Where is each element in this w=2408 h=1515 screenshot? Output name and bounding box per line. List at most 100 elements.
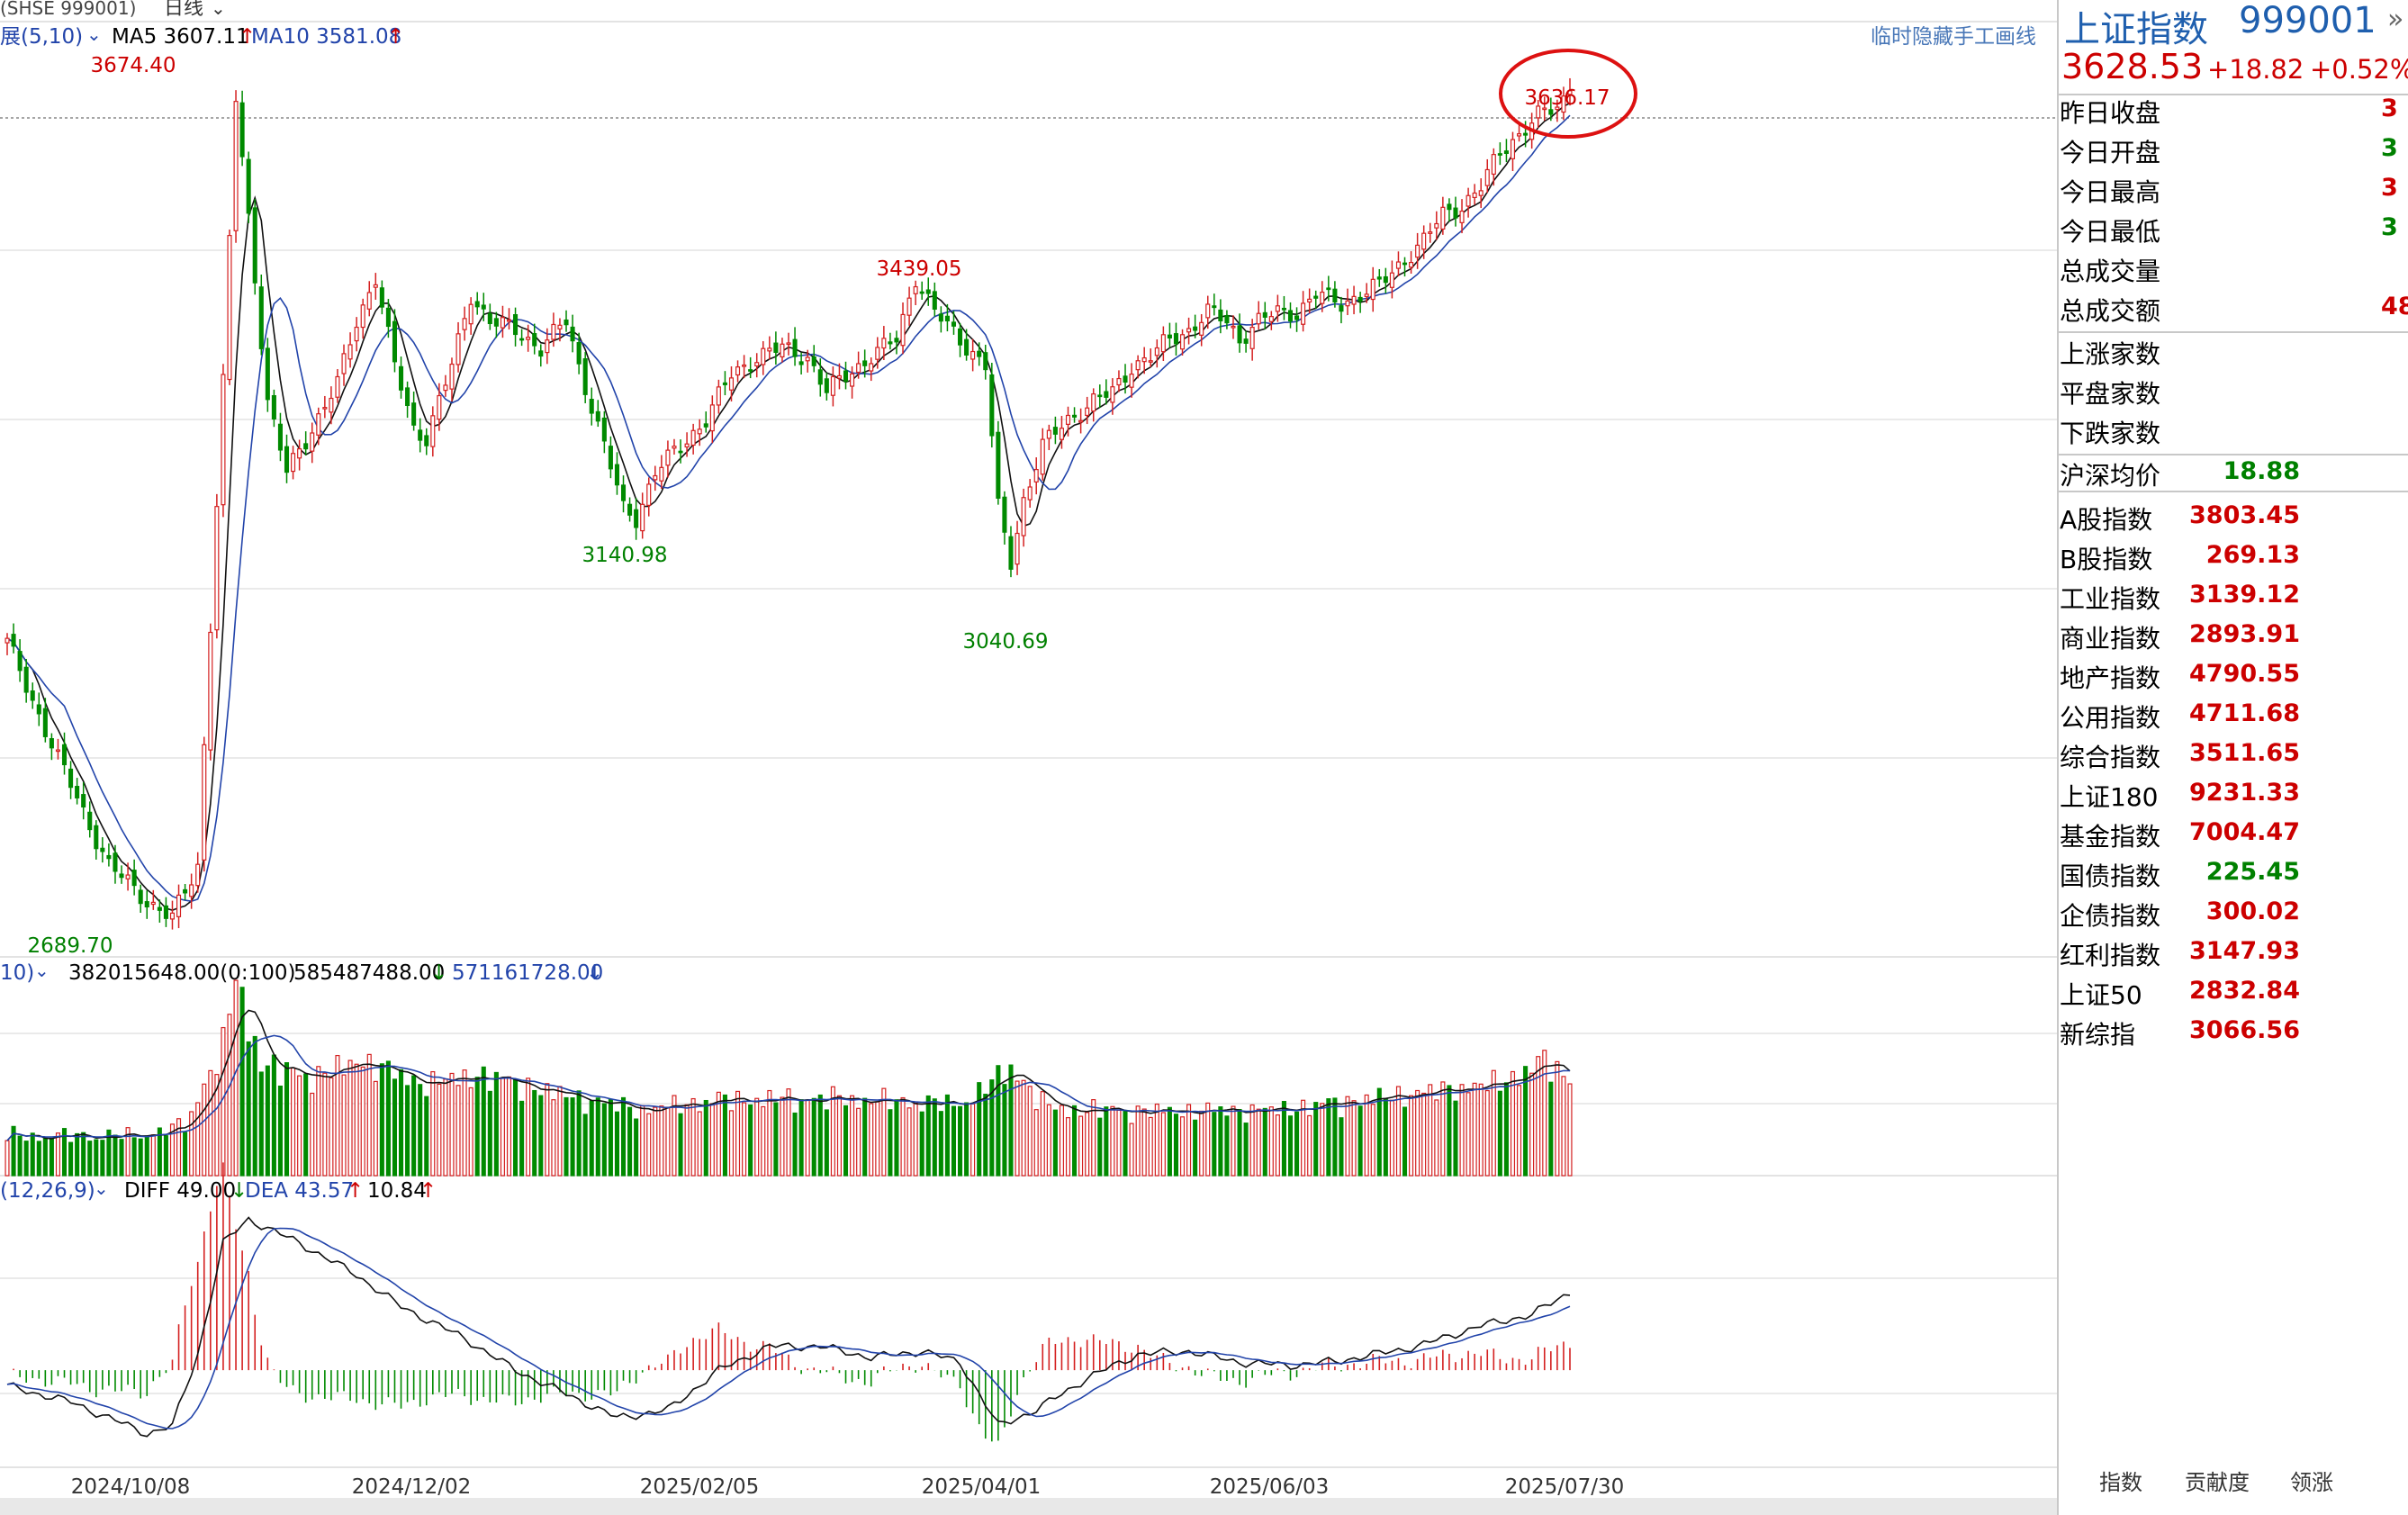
candle-body — [1440, 206, 1446, 230]
volume-bar — [347, 1060, 353, 1177]
volume-bar — [1351, 1100, 1357, 1177]
index-code: 999001 — [2239, 0, 2376, 41]
volume-bar — [792, 1112, 798, 1177]
volume-bar — [1212, 1112, 1217, 1177]
volume-bar — [354, 1063, 359, 1177]
arrow-up-icon: ↑ — [239, 25, 256, 49]
candle-body — [646, 483, 652, 506]
candle-body — [856, 363, 861, 374]
volume-bar — [169, 1123, 176, 1177]
volume-bar — [176, 1118, 182, 1177]
index-row-label: 企债指数 — [2060, 901, 2161, 931]
candle-body — [1072, 414, 1078, 418]
macd-diff-line — [6, 1216, 1571, 1438]
index-row-value: 3147.93 — [2189, 937, 2300, 965]
candle-body — [824, 378, 829, 393]
candle-body — [1046, 429, 1051, 439]
main-indicator-label[interactable]: 展(5,10) — [0, 25, 83, 49]
volume-bar — [1085, 1112, 1090, 1177]
candle-body — [678, 450, 683, 454]
candle-body — [850, 373, 855, 387]
index-row-label: 基金指数 — [2060, 822, 2161, 852]
volume-bar — [735, 1090, 741, 1177]
volume-bar — [532, 1089, 537, 1177]
divider — [2057, 454, 2408, 455]
hide-drawings-link[interactable]: 临时隐藏手工画线 — [1871, 25, 2036, 49]
volume-bar — [94, 1139, 99, 1177]
volume-indicator-label[interactable]: 10) — [0, 961, 34, 985]
candle-body — [944, 315, 950, 321]
tab-index[interactable]: 指数 — [2099, 1470, 2142, 1495]
chevron-down-icon[interactable]: ⌄ — [211, 0, 226, 19]
index-row-value: 2893.91 — [2189, 620, 2300, 648]
volume-bar — [513, 1078, 519, 1177]
volume-bar — [773, 1102, 779, 1177]
candle-body — [634, 509, 639, 528]
candle-body — [277, 423, 283, 451]
chevron-down-icon[interactable]: ⌄ — [86, 23, 102, 45]
volume-bar — [595, 1097, 600, 1177]
candle-body — [1376, 276, 1382, 280]
candle-body — [894, 338, 899, 343]
volume-bar — [728, 1110, 735, 1177]
candle-body — [805, 356, 810, 362]
tab-contribution[interactable]: 贡献度 — [2185, 1470, 2250, 1495]
volume-bar — [1091, 1099, 1096, 1177]
volume-bar — [1167, 1106, 1172, 1177]
index-row-label: 国债指数 — [2060, 861, 2161, 891]
candle-body — [1497, 153, 1502, 156]
volume-bar — [411, 1075, 417, 1177]
avg-price-value: 18.88 — [2223, 457, 2300, 485]
candle-body — [329, 397, 334, 413]
candle-body — [1078, 419, 1084, 423]
candle-body — [1262, 311, 1267, 318]
candle-body — [379, 287, 384, 308]
macd-indicator-label[interactable]: (12,26,9) — [0, 1179, 95, 1203]
collapse-icon[interactable]: » — [2387, 4, 2404, 35]
volume-bar — [944, 1094, 950, 1177]
volume-bar — [900, 1096, 906, 1177]
period-select[interactable]: 日线 — [164, 0, 203, 20]
volume-bar — [653, 1106, 658, 1177]
candle-body — [1281, 307, 1286, 311]
candle-body — [1447, 203, 1452, 211]
volume-bar — [1364, 1094, 1369, 1177]
candle-body — [627, 503, 633, 516]
volume-bar — [1376, 1087, 1382, 1177]
volume-bar — [1389, 1099, 1394, 1177]
candle-body — [1015, 532, 1020, 565]
volume-bar — [138, 1138, 143, 1177]
ma10-line — [6, 114, 1571, 903]
candle-body — [1027, 486, 1033, 500]
index-row-label: A股指数 — [2060, 505, 2153, 535]
volume-bar — [1503, 1082, 1509, 1177]
candle-body — [1301, 302, 1306, 325]
candle-body — [513, 314, 519, 336]
candle-body — [748, 369, 753, 372]
candle-body — [786, 342, 791, 346]
volume-bar — [634, 1118, 639, 1177]
volume-bar — [824, 1109, 829, 1177]
volume-bar — [100, 1140, 105, 1177]
volume-bar — [481, 1066, 486, 1177]
volume-bar — [493, 1071, 499, 1177]
volume-bar — [1447, 1085, 1452, 1177]
candle-body — [925, 289, 931, 294]
volume-bar — [106, 1129, 112, 1177]
index-row-value: 3139.12 — [2189, 581, 2300, 609]
tab-top-gainers[interactable]: 领涨 — [2290, 1470, 2333, 1495]
candle-body — [291, 453, 296, 473]
volume-bar — [500, 1078, 505, 1177]
candle-body — [1148, 360, 1153, 363]
chevron-down-icon[interactable]: ⌄ — [34, 960, 50, 981]
candle-body — [557, 324, 563, 329]
volume-bar — [1453, 1100, 1458, 1177]
volume-bar — [437, 1083, 442, 1177]
chevron-down-icon[interactable]: ⌄ — [94, 1177, 109, 1199]
candle-body — [1256, 312, 1261, 325]
candle-body — [271, 394, 276, 419]
candle-body — [360, 304, 365, 329]
volume-bar — [405, 1085, 410, 1177]
stat-label: 今日最高 — [2060, 177, 2161, 207]
